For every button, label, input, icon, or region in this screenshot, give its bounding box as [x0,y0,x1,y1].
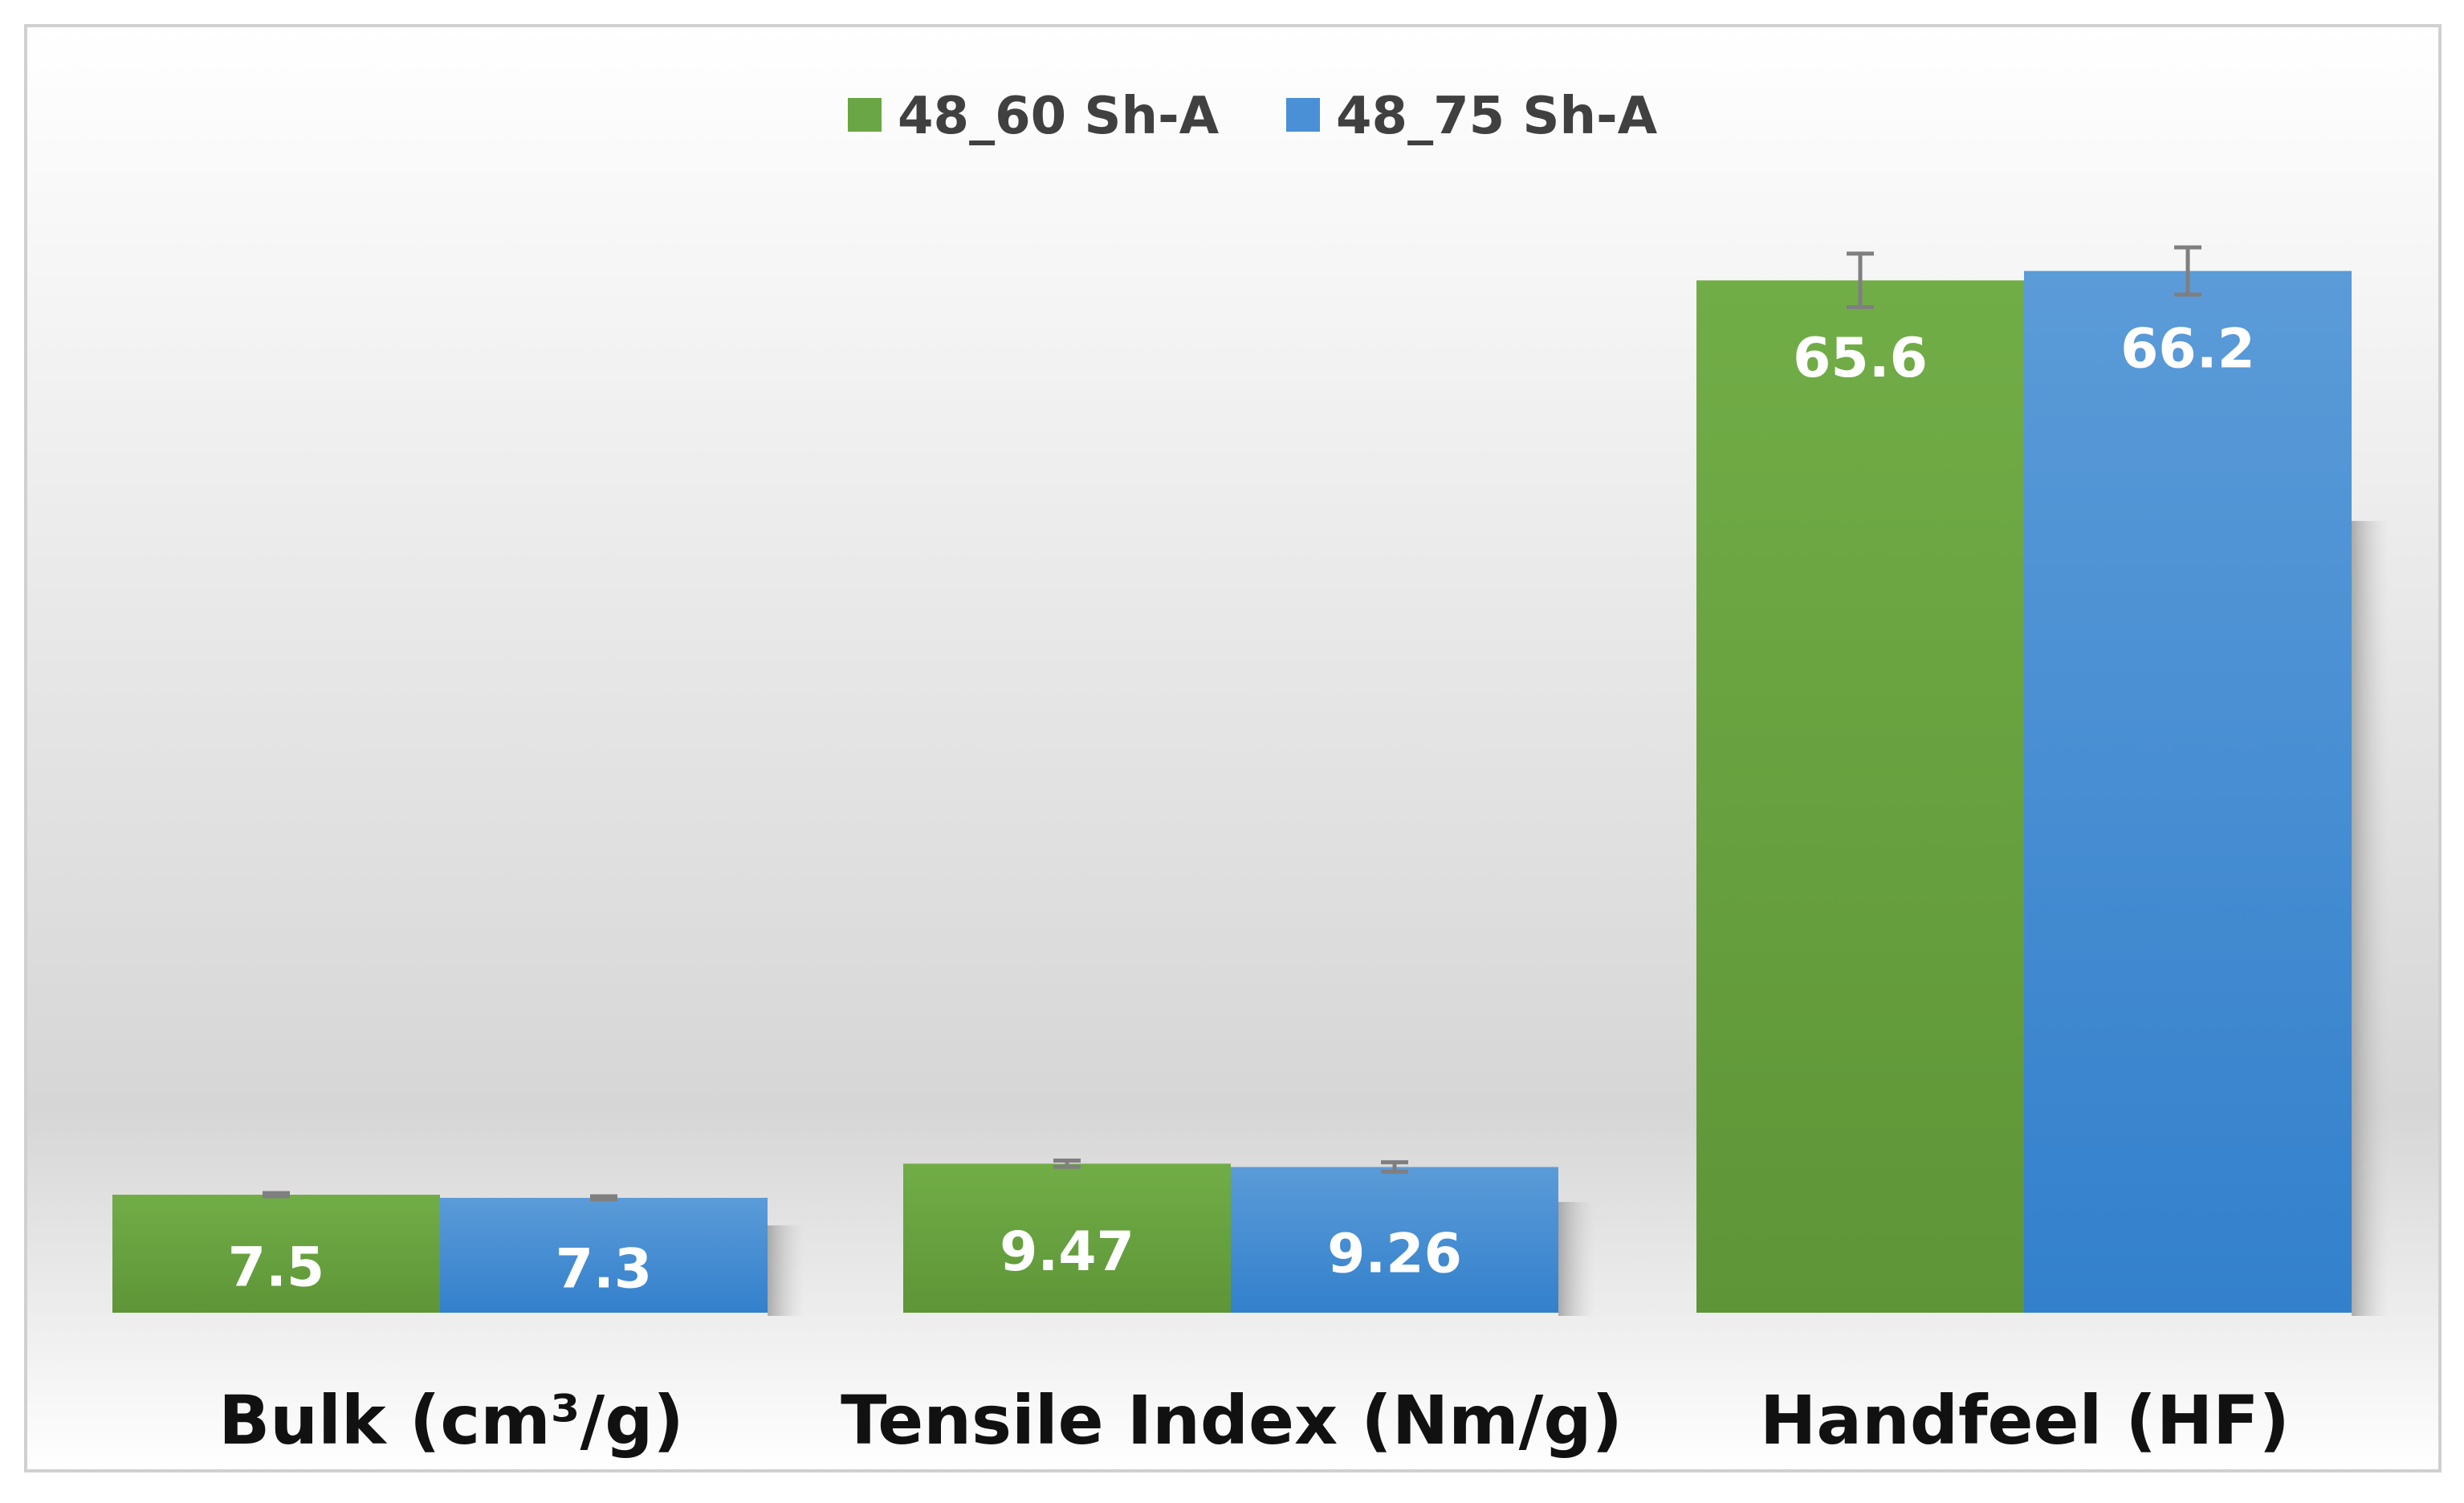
bar-bulk-series-1 [112,1195,440,1313]
legend-label-series-2: 48_75 Sh-A [1336,87,1658,146]
error-bar-bulk-series-2 [590,1194,617,1202]
legend-swatch-series-1 [848,98,882,132]
error-bar-handfeel-series-1 [1847,251,1874,310]
bar-tensile-index-series-2 [1231,1167,1558,1313]
value-label-bulk-series-1: 7.5 [228,1236,324,1300]
bar-tensile-index-series-1 [903,1163,1231,1313]
category-label-bulk: Bulk (cm³/g) [218,1381,683,1460]
bar-handfeel-series-1 [1696,280,2024,1313]
bar-shadow-tensile-index [1558,1202,1595,1316]
bar-shadows [768,520,2389,1316]
category-label-tensile-index: Tensile Index (Nm/g) [841,1381,1623,1460]
error-bar-bulk-series-1 [263,1191,290,1199]
value-label-tensile-index-series-2: 9.26 [1327,1222,1462,1285]
value-label-bulk-series-2: 7.3 [556,1237,652,1301]
error-bar-handfeel-series-2 [2174,245,2201,297]
legend-swatch-series-2 [1286,98,1320,132]
value-label-handfeel-series-2: 66.2 [2120,317,2255,381]
legend: 48_60 Sh-A 48_75 Sh-A [848,87,1658,146]
category-label-handfeel: Handfeel (HF) [1760,1381,2290,1460]
bar-handfeel-series-2 [2024,271,2352,1314]
error-bar-tensile-index-series-2 [1381,1160,1408,1174]
value-label-handfeel-series-1: 65.6 [1793,327,1928,390]
bar-shadow-handfeel [2352,520,2389,1316]
legend-label-series-1: 48_60 Sh-A [898,87,1220,146]
category-axis: Bulk (cm³/g) Tensile Index (Nm/g) Handfe… [218,1381,2290,1460]
bars: 7.5 7.3 9.47 9.26 65.6 66.2 [112,245,2352,1314]
error-bar-tensile-index-series-1 [1053,1158,1081,1169]
bar-bulk-series-2 [440,1197,768,1313]
bar-shadow-bulk [768,1225,804,1316]
value-label-tensile-index-series-1: 9.47 [1000,1220,1134,1284]
